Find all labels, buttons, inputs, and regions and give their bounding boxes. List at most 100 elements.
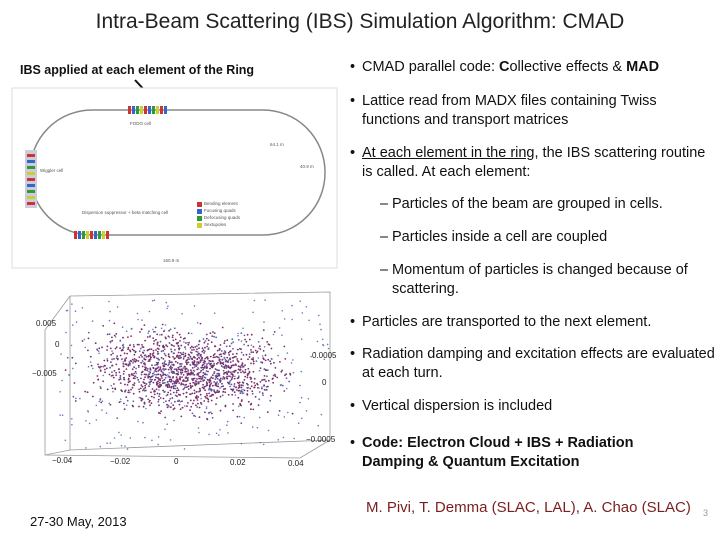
particle — [209, 355, 212, 358]
particle — [146, 336, 149, 338]
particle — [219, 344, 222, 346]
particle — [139, 347, 142, 350]
particle — [169, 389, 172, 392]
particle — [148, 348, 151, 351]
particle — [146, 349, 149, 352]
authors: M. Pivi, T. Demma (SLAC, LAL), A. Chao (… — [366, 499, 691, 516]
particle — [265, 380, 267, 383]
particle — [267, 379, 270, 382]
particle — [203, 376, 206, 379]
particle — [152, 337, 155, 339]
particle — [249, 376, 252, 379]
particle — [191, 349, 193, 351]
particle — [264, 369, 267, 372]
particle-cloud — [59, 299, 330, 450]
particle — [314, 351, 316, 354]
particle — [206, 384, 209, 387]
particle — [151, 378, 153, 381]
particle — [92, 381, 95, 384]
particle — [97, 350, 100, 353]
particle — [65, 309, 68, 312]
particle — [237, 371, 239, 374]
particle — [237, 339, 240, 341]
particle — [204, 372, 207, 375]
particle — [287, 411, 289, 414]
bullet-item: • Lattice read from MADX files containing… — [350, 92, 715, 130]
particle — [141, 359, 144, 362]
particle — [322, 343, 324, 346]
text-run: Momentum of particles is changed because… — [392, 262, 688, 297]
particle — [173, 368, 176, 371]
particle — [98, 400, 101, 403]
particle — [270, 362, 272, 365]
particle — [166, 386, 169, 389]
particle — [186, 405, 188, 407]
particle — [133, 353, 136, 356]
particle — [157, 400, 160, 403]
particle — [231, 389, 234, 392]
particle — [169, 328, 172, 331]
particle — [205, 367, 208, 369]
particle — [227, 351, 230, 354]
particle — [251, 426, 254, 428]
particle — [173, 327, 176, 330]
particle — [162, 373, 165, 376]
particle — [258, 347, 260, 350]
particle — [178, 347, 180, 350]
particle — [106, 333, 109, 336]
particle — [115, 346, 118, 349]
particle — [168, 336, 171, 338]
particle — [278, 327, 281, 329]
particle — [203, 341, 206, 344]
particle — [127, 346, 130, 349]
particle — [168, 329, 171, 332]
particle — [223, 350, 226, 352]
particle — [115, 374, 118, 376]
particle — [209, 411, 212, 413]
particle — [88, 422, 91, 425]
particle — [155, 349, 157, 351]
particle — [163, 378, 166, 381]
particle — [204, 389, 207, 392]
particle — [168, 386, 171, 388]
particle — [215, 363, 218, 365]
particle — [180, 368, 183, 371]
particle — [182, 392, 185, 395]
particle — [172, 385, 175, 387]
particle — [299, 384, 301, 387]
particle — [182, 353, 185, 356]
particle — [179, 352, 182, 354]
particle — [232, 341, 235, 343]
particle — [176, 380, 179, 383]
particle — [282, 436, 285, 439]
particle — [180, 344, 183, 347]
legend-swatch — [197, 216, 202, 221]
particle — [200, 397, 202, 400]
particle — [227, 393, 230, 396]
particle — [160, 356, 163, 359]
particle — [155, 376, 157, 379]
legend-swatch — [197, 202, 202, 207]
particle — [173, 372, 176, 374]
particle — [209, 367, 211, 370]
particle — [233, 383, 236, 385]
particle — [140, 361, 143, 364]
particle — [72, 367, 74, 370]
particle — [135, 367, 138, 370]
ring-label: FODO cell — [130, 121, 151, 126]
particle — [101, 409, 103, 411]
particle — [215, 355, 218, 358]
particle — [164, 354, 167, 356]
particle — [124, 445, 126, 447]
particle — [177, 373, 180, 376]
particle — [178, 403, 181, 406]
particle — [190, 405, 193, 408]
particle — [263, 358, 265, 361]
particle — [143, 349, 146, 352]
particle — [111, 339, 114, 342]
particle — [127, 381, 130, 384]
particle — [149, 367, 152, 370]
particle — [71, 303, 73, 305]
particle — [223, 388, 225, 390]
particle — [168, 342, 171, 344]
